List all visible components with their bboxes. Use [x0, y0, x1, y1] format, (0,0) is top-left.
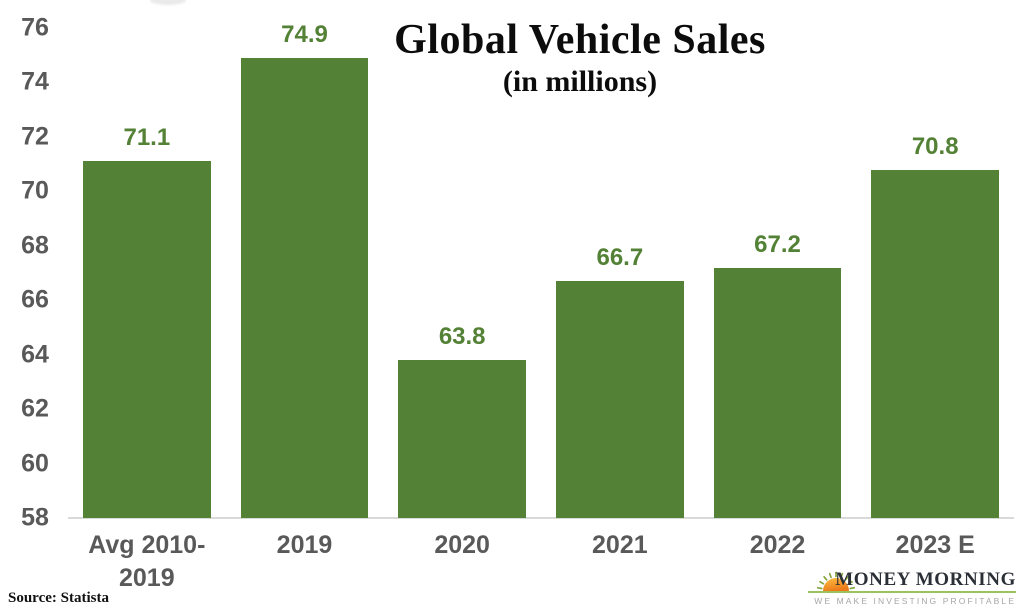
y-tick-label: 72 — [21, 122, 49, 151]
y-tick-label: 76 — [21, 13, 49, 42]
y-tick-label: 70 — [21, 176, 49, 205]
source-label: Source: Statista — [8, 590, 109, 606]
y-axis: 76 74 72 70 68 66 64 62 60 58 — [12, 14, 58, 532]
x-axis-label: 2019 — [276, 531, 333, 559]
y-tick-label: 58 — [21, 503, 49, 532]
logo-horizon-line — [808, 591, 1016, 593]
bar-group: 71.1 Avg 2010-2019 — [68, 28, 226, 592]
y-tick-label: 66 — [21, 285, 49, 314]
bar-value-label: 70.8 — [911, 132, 959, 160]
bar — [240, 57, 369, 518]
y-tick-label: 64 — [21, 340, 49, 369]
bar-group: 63.8 2020 — [383, 28, 541, 559]
x-axis-label: 2022 — [749, 531, 806, 559]
y-tick-label: 60 — [21, 449, 49, 478]
x-axis-label: 2021 — [592, 531, 648, 559]
bar-group: 74.9 2019 — [226, 22, 384, 559]
plot-area: 71.1 Avg 2010-2019 74.9 2019 63.8 2020 66.7 202… — [68, 22, 1014, 592]
y-tick-label: 68 — [21, 231, 49, 260]
bar-value-label: 67.2 — [754, 230, 801, 258]
chart-title-block: Global Vehicle Sales (in millions) — [345, 16, 815, 99]
bar-value-label: 71.1 — [123, 124, 171, 152]
y-tick-label: 74 — [21, 67, 49, 96]
chart-title: Global Vehicle Sales — [394, 17, 766, 63]
bar — [713, 267, 842, 518]
x-axis-label: 2020 — [434, 531, 490, 559]
x-axis-label: 2023 E — [895, 531, 975, 559]
bar — [555, 281, 684, 518]
bar-value-label: 66.7 — [596, 244, 644, 272]
x-axis-label: Avg 2010-2019 — [88, 531, 206, 592]
smudge-artifact — [150, 0, 186, 5]
bar-value-label: 74.9 — [281, 20, 328, 48]
bar — [398, 360, 527, 518]
money-morning-logo: MONEY MORNING WE MAKE INVESTING PROFITAB… — [808, 564, 1016, 610]
logo-wordmark: MONEY MORNING — [835, 569, 1016, 590]
x-axis-line — [68, 517, 1014, 519]
bar-group: 70.8 2023 E — [856, 28, 1014, 559]
chart-subtitle: (in millions) — [502, 65, 658, 98]
sunrise-icon — [816, 571, 856, 591]
y-tick-label: 62 — [21, 394, 49, 423]
bar-group: 67.2 2022 — [699, 28, 857, 559]
bar-group: 66.7 2021 — [541, 28, 699, 559]
logo-tagline: WE MAKE INVESTING PROFITABLE — [814, 596, 1016, 606]
bar — [871, 169, 1000, 518]
bar-value-label: 63.8 — [438, 323, 486, 351]
bar — [82, 161, 211, 518]
